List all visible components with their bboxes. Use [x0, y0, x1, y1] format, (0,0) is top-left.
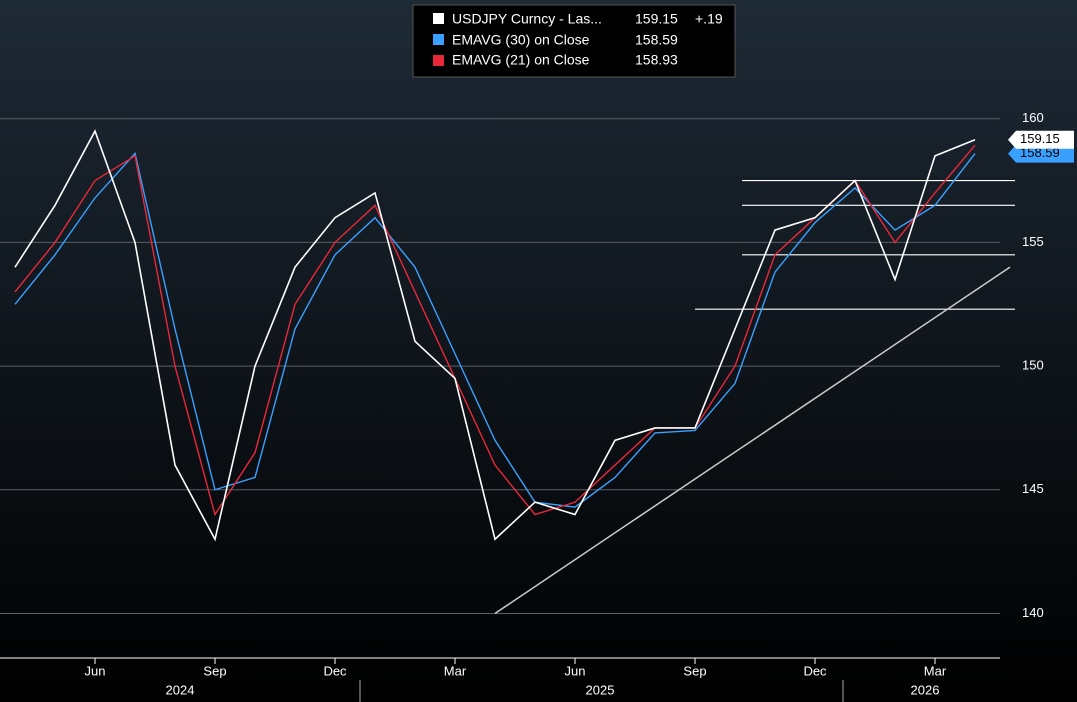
price-tag: [1008, 144, 1074, 163]
legend-value: 159.15: [635, 11, 678, 27]
price-tag-label: 158.59: [1020, 145, 1060, 160]
y-tick-label: 150: [1022, 358, 1044, 373]
year-label: 2026: [911, 682, 940, 697]
series-line: [14, 151, 976, 508]
x-tick-label: Jun: [565, 663, 586, 678]
x-tick-label: Dec: [803, 663, 827, 678]
year-label: 2025: [586, 682, 615, 697]
price-tag: [1008, 130, 1074, 149]
y-tick-label: 140: [1022, 605, 1044, 620]
x-tick-label: Mar: [444, 663, 467, 678]
legend-swatch: [433, 34, 444, 45]
legend: USDJPY Curncy - Las... 159.15 +.19 EMAVG…: [412, 4, 736, 78]
x-tick-label: Jun: [85, 663, 106, 678]
legend-swatch: [433, 55, 444, 66]
y-tick-label: 155: [1022, 234, 1044, 249]
y-tick-label: 145: [1022, 481, 1044, 496]
y-tick-label: 160: [1022, 110, 1044, 125]
x-tick-label: Sep: [683, 663, 706, 678]
series-line: [14, 129, 976, 542]
trend-line: [494, 266, 1011, 615]
x-tick-label: Dec: [323, 663, 347, 678]
legend-value: 158.59: [635, 32, 678, 48]
x-tick-label: Sep: [203, 663, 226, 678]
legend-label: EMAVG (30) on Close: [452, 32, 590, 48]
legend-box: [412, 4, 736, 78]
legend-change: +.19: [695, 11, 723, 27]
legend-swatch: [433, 13, 444, 24]
year-label: 2024: [166, 682, 195, 697]
x-tick-label: Mar: [924, 663, 947, 678]
legend-label: USDJPY Curncy - Las...: [452, 11, 602, 27]
price-tag-label: 159.15: [1020, 131, 1060, 146]
legend-label: EMAVG (21) on Close: [452, 52, 590, 68]
legend-value: 158.93: [635, 52, 678, 68]
